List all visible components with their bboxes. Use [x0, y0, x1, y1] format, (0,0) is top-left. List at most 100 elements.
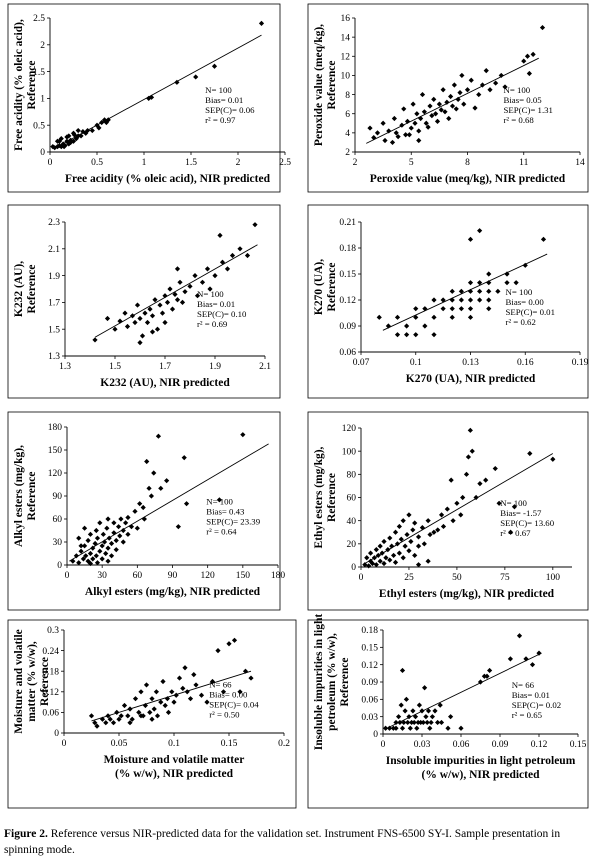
data-point: [540, 236, 547, 242]
data-point: [401, 106, 407, 112]
data-point: [64, 138, 70, 144]
y-tick-label: 1: [40, 95, 45, 105]
data-point: [54, 138, 61, 144]
data-point: [103, 550, 109, 557]
data-point: [113, 537, 119, 544]
stat-line: N= 66: [209, 680, 232, 690]
y-tick-label: 8: [345, 91, 350, 101]
data-point: [371, 555, 378, 561]
data-point: [486, 271, 492, 277]
y-tick-label: 0: [54, 729, 59, 739]
y-tick-label: 0.3: [47, 626, 59, 636]
x-tick-label: 0.12: [531, 740, 548, 750]
data-point: [129, 313, 136, 319]
y-tick-label: 0.18: [42, 667, 59, 677]
data-point: [406, 132, 412, 138]
data-point: [174, 79, 180, 85]
data-point: [463, 471, 470, 477]
data-point: [157, 302, 163, 308]
data-point: [529, 662, 536, 668]
data-point: [366, 563, 372, 569]
x-tick-label: 1.5: [109, 362, 121, 372]
y-axis-label: Reference: [326, 263, 338, 312]
data-point: [436, 101, 442, 107]
data-point: [147, 709, 153, 715]
data-point: [434, 118, 441, 124]
data-point: [177, 279, 183, 285]
data-point: [522, 262, 528, 268]
x-tick-label: 1.3: [59, 362, 71, 372]
y-axis-label: matter (% w/w),: [26, 641, 38, 722]
data-point: [83, 553, 89, 559]
data-point: [516, 633, 523, 639]
data-point: [174, 297, 181, 303]
data-point: [73, 553, 79, 559]
x-tick-label: 50: [452, 573, 462, 583]
data-point: [467, 297, 474, 303]
data-point: [458, 725, 464, 731]
data-point: [412, 552, 418, 559]
data-point: [412, 714, 419, 720]
y-tick-label: 2: [345, 148, 350, 158]
y-tick-label: 120: [48, 469, 63, 479]
stat-line: N= 100: [500, 498, 527, 508]
y-tick-label: 0.06: [339, 348, 356, 358]
data-point: [419, 525, 425, 531]
data-point: [97, 520, 103, 526]
data-point: [467, 236, 474, 242]
data-point: [467, 306, 474, 312]
x-tick-label: 2.5: [279, 158, 291, 168]
chart-k270: 0.07 0.1 0.13 0.16 0.19 0.06 0.09 0.12 0.15 0.18 0…: [307, 204, 589, 399]
data-point: [106, 535, 112, 541]
data-point: [155, 433, 162, 439]
data-point: [451, 82, 457, 88]
data-point: [487, 87, 493, 93]
data-point: [524, 53, 531, 59]
data-point: [171, 699, 177, 705]
data-point: [461, 101, 467, 107]
data-point: [62, 142, 68, 149]
data-point: [467, 314, 474, 320]
data-point: [449, 306, 455, 312]
y-tick-label: 120: [342, 424, 357, 434]
data-point: [385, 323, 391, 329]
data-point: [78, 133, 84, 139]
data-point: [80, 556, 87, 562]
data-point: [427, 531, 433, 538]
data-point: [399, 725, 406, 731]
data-point: [204, 699, 210, 705]
data-point: [448, 477, 454, 483]
data-point: [136, 709, 142, 715]
data-point: [392, 559, 399, 565]
stat-line: r² = 0.67: [500, 528, 531, 538]
x-tick-label: 8: [465, 158, 470, 168]
fit-line: [54, 34, 262, 149]
data-point: [105, 545, 111, 551]
data-point: [113, 547, 119, 553]
data-point: [457, 90, 463, 96]
stat-line: SEP(C)= 0.01: [506, 307, 555, 317]
data-point: [496, 500, 502, 506]
y-axis-label: Reference: [39, 657, 51, 706]
data-point: [473, 494, 479, 501]
data-point: [173, 692, 179, 698]
x-tick-label: 2.1: [259, 362, 271, 372]
data-point: [526, 70, 532, 77]
data-point: [112, 326, 118, 332]
data-point: [367, 558, 374, 564]
data-point: [399, 667, 406, 674]
data-point: [428, 719, 434, 726]
data-point: [154, 326, 161, 332]
data-point: [138, 689, 144, 695]
data-point: [149, 329, 156, 335]
y-tick-label: 40: [347, 517, 357, 527]
panel-border: [307, 411, 589, 611]
y-tick-label: 2: [40, 41, 45, 51]
data-point: [175, 524, 181, 530]
data-point: [408, 538, 414, 545]
data-point: [219, 259, 226, 265]
data-point: [449, 288, 455, 294]
data-point: [129, 716, 135, 722]
y-tick-label: 0: [351, 563, 356, 573]
data-point: [158, 485, 164, 491]
